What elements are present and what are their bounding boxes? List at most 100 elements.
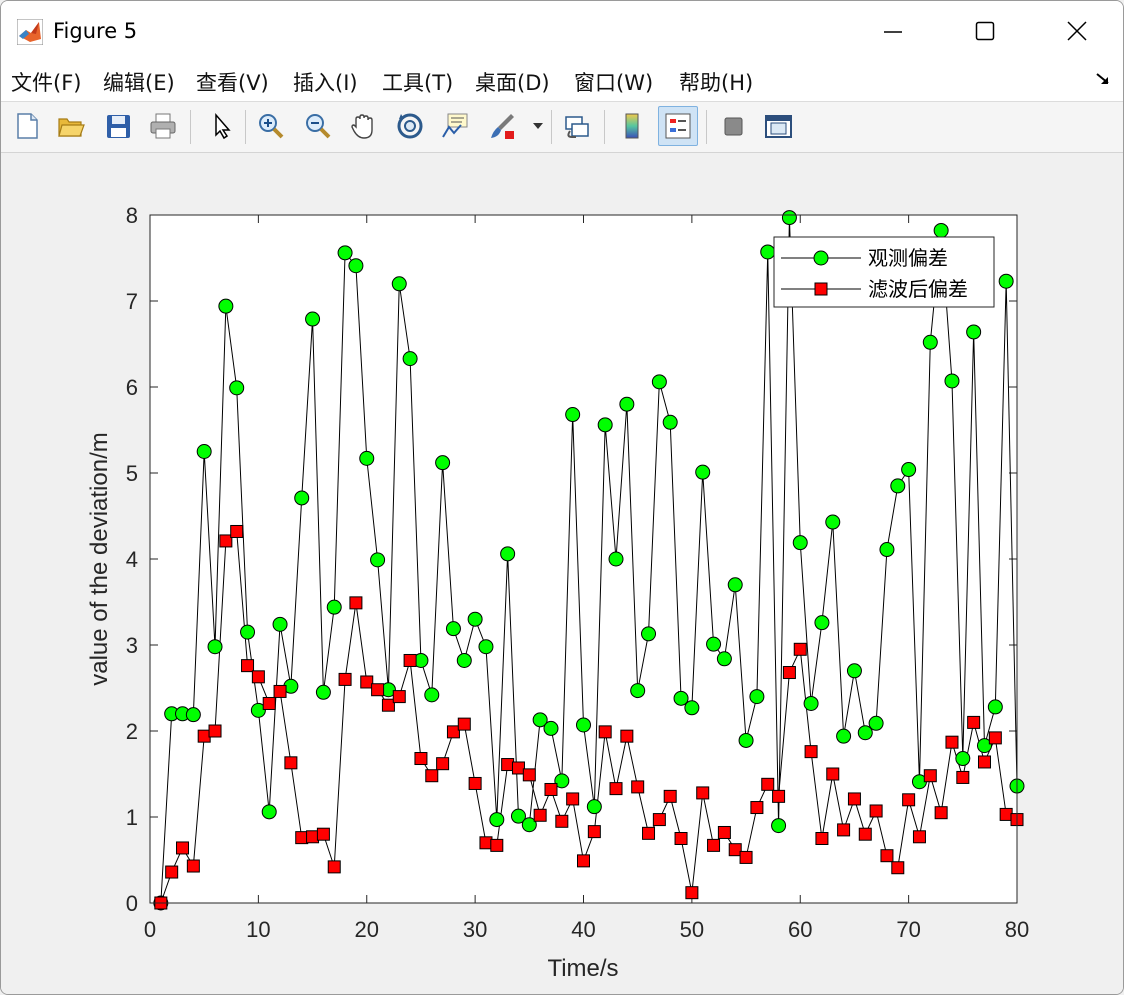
observed-point [608,551,624,567]
filtered-point [587,825,601,839]
filtered-point [273,684,287,698]
data-cursor-button[interactable] [435,106,475,146]
print-figure-button[interactable] [143,106,183,146]
matlab-logo-icon [17,19,43,45]
observed-point [955,751,971,767]
menu-tools[interactable]: 工具(T) [382,71,454,95]
filtered-point [685,886,699,900]
observed-point [716,651,732,667]
zoom-in-button[interactable] [251,106,291,146]
x-tick-label: 70 [896,917,920,942]
filtered-point [891,861,905,875]
zoom-out-icon [306,114,331,139]
observed-point [435,455,451,471]
insert-colorbar-button[interactable] [612,106,652,146]
observed-point [966,324,982,340]
observed-point [391,276,407,292]
dock-arrow-icon[interactable] [1095,71,1111,87]
observed-point [554,773,570,789]
x-tick-label: 10 [246,917,270,942]
x-tick-label: 60 [788,917,812,942]
legend-box [773,236,995,308]
plot-svg[interactable]: 0 10 20 30 40 50 60 70 80 0 1 2 3 4 5 6 7 8 Time/s value … [1,153,1123,994]
zoom-in-icon [259,114,284,139]
axes-background [150,215,1017,903]
filtered-point [457,717,471,731]
menu-desktop[interactable]: 桌面(D) [475,71,550,95]
filtered-point [815,832,829,845]
filtered-point [392,690,406,704]
observed-point [229,380,245,396]
filtered-point [577,854,590,868]
printer-icon [150,113,176,139]
show-plot-tools-icon [765,115,792,138]
menu-insert[interactable]: 插入(I) [293,71,358,95]
observed-point [261,804,277,820]
filtered-point [793,642,807,656]
brush-dropdown-button[interactable] [527,106,549,146]
link-plot-button[interactable] [557,106,597,146]
observed-point [218,298,234,314]
filtered-point [652,813,666,827]
observed-point [240,624,256,640]
insert-legend-button[interactable] [658,106,698,146]
filtered-point [826,767,840,781]
filtered-point [306,830,320,844]
hide-plot-tools-button[interactable] [713,106,753,146]
observed-point [781,210,797,226]
menu-file[interactable]: 文件(F) [11,71,82,95]
zoom-out-button[interactable] [298,106,338,146]
link-plot-icon [565,116,589,138]
brush-button[interactable] [482,106,522,146]
menu-edit[interactable]: 编辑(E) [103,71,175,95]
filtered-point [349,596,363,610]
y-tick-label: 8 [126,203,138,228]
menu-view[interactable]: 查看(V) [196,71,269,95]
filtered-point [522,768,536,782]
observed-point [456,652,472,668]
observed-point [250,702,266,718]
pan-button[interactable] [343,106,383,146]
filtered-point [479,836,493,850]
open-file-button[interactable] [51,106,91,146]
rotate-3d-button[interactable] [390,106,430,146]
figure-toolbar [1,102,1123,153]
observed-point [402,351,418,367]
legend-label-filtered: 滤波后偏差 [868,277,968,301]
observed-point [532,712,548,728]
filtered-point [902,793,916,807]
edit-plot-button[interactable] [201,106,241,146]
legend-icon [665,113,691,139]
observed-point [337,245,353,261]
filtered-point [371,683,385,697]
observed-point [727,577,743,593]
title-bar[interactable]: Figure 5 [1,1,1123,61]
observed-point [706,636,722,652]
caret-down-icon [533,123,543,129]
filtered-point [782,666,796,680]
axes-ticks: 0 10 20 30 40 50 60 70 80 0 1 2 3 4 5 6 7 8 [126,203,1029,942]
show-plot-tools-button[interactable] [758,106,798,146]
menu-window[interactable]: 窗口(W) [574,71,654,95]
legend-label-observed: 观测偏差 [868,246,948,270]
close-button[interactable] [1031,1,1123,61]
observed-point [196,444,212,459]
observed-point [576,717,591,733]
filtered-point [555,814,569,828]
new-figure-button[interactable] [7,106,47,146]
save-figure-button[interactable] [98,106,138,146]
figure-canvas[interactable]: 0 10 20 30 40 50 60 70 80 0 1 2 3 4 5 6 7 8 Time/s value … [1,153,1123,994]
maximize-button[interactable] [939,1,1031,61]
y-tick-label: 2 [126,719,138,744]
legend[interactable]: 观测偏差 滤波后偏差 [773,236,995,308]
folder-open-icon [58,118,85,137]
observed-point [890,478,906,494]
observed-point [294,490,310,506]
observed-point [326,599,342,615]
menu-help[interactable]: 帮助(H) [679,71,754,95]
observed-point [987,699,1003,715]
filtered-point [425,769,439,783]
minimize-button[interactable] [847,1,939,61]
observed-point [695,464,711,480]
